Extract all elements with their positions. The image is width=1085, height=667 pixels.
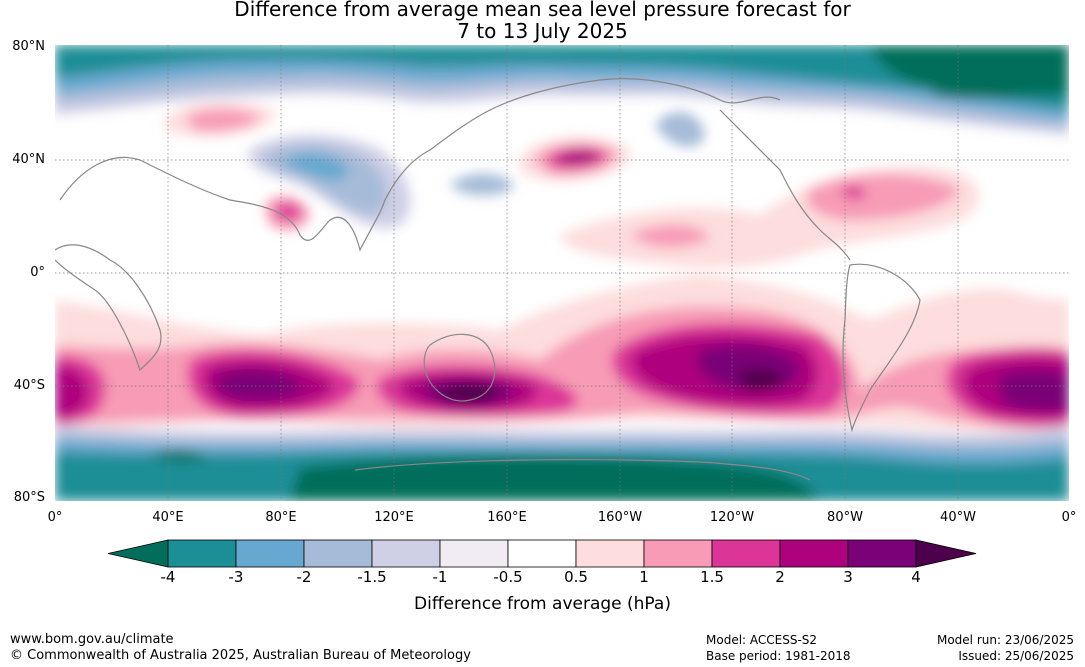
anomaly-contour-siberia-1 <box>185 108 260 132</box>
anomaly-contour-southern-band-2 <box>55 333 1069 419</box>
map-title-line-2: 7 to 13 July 2025 <box>457 19 628 43</box>
anomaly-contour-north-america-minus-4 <box>930 82 1040 99</box>
lon-label: 0° <box>47 510 63 525</box>
colorbar-tick-label: -1.5 <box>357 568 387 586</box>
anomaly-contour-arctic-minus-4 <box>870 45 1069 96</box>
colorbar-swatch <box>643 539 713 568</box>
lon-label: 40°W <box>940 510 976 525</box>
anomaly-contour-india-1-5 <box>275 203 302 221</box>
coastline-south-america <box>842 263 921 433</box>
anomaly-contour-pacific-negative <box>450 173 515 196</box>
map-title-line-1: Difference from average mean sea level p… <box>234 0 851 21</box>
lat-label: 0° <box>30 265 45 280</box>
colorbar-swatch <box>235 539 305 568</box>
anomaly-contour-gulf-of-alaska-negative <box>655 112 705 147</box>
coastline-eurasia <box>59 78 781 252</box>
colorbar-extension-low <box>107 539 169 568</box>
colorbar-tick-label: -4 <box>160 568 176 586</box>
colorbar-tick-label: 4 <box>911 568 921 586</box>
colorbar-tick-label: -2 <box>296 568 312 586</box>
anomaly-field <box>55 45 1069 501</box>
lon-label: 80°E <box>265 510 297 525</box>
anomaly-contour-arctic-minus-3 <box>55 45 1069 110</box>
colorbar-extension-high <box>915 539 977 568</box>
graticule <box>55 45 1069 501</box>
colorbar-tick-label: -3 <box>228 568 244 586</box>
lat-label: 80°N <box>12 39 45 54</box>
colorbar-swatch <box>303 539 373 568</box>
colorbar <box>107 539 977 568</box>
anomaly-contour-tropical-pacific-1 <box>630 224 710 248</box>
colorbar-tick-label: -0.5 <box>493 568 523 586</box>
colorbar-tick-label: 2 <box>775 568 785 586</box>
colorbar-swatch <box>439 539 509 568</box>
colorbar-swatch <box>711 539 781 568</box>
lon-label: 0° <box>1061 510 1077 525</box>
anomaly-contour-atlantic-1-5 <box>840 185 866 200</box>
coastline-africa <box>55 244 162 372</box>
lon-label: 40°E <box>152 510 184 525</box>
anomaly-contour-antarctic-minus-4 <box>150 450 820 501</box>
colorbar-swatch <box>167 539 237 568</box>
coastlines <box>55 78 921 481</box>
footer-model-run: Model run: 23/06/2025 <box>936 633 1074 647</box>
lon-label: 160°E <box>487 510 527 525</box>
anomaly-contour-southern-band-3 <box>216 345 1069 411</box>
lon-label: 120°W <box>709 510 755 525</box>
lon-label: 160°W <box>597 510 643 525</box>
lat-label: 40°N <box>12 152 45 167</box>
colorbar-swatch <box>779 539 849 568</box>
coastline-australia <box>423 333 496 402</box>
colorbar-tick-label: 0.5 <box>564 568 588 586</box>
lon-label: 120°E <box>374 510 414 525</box>
colorbar-swatch <box>847 539 917 568</box>
coastline-north-america <box>719 109 851 261</box>
colorbar-swatch <box>575 539 645 568</box>
colorbar-tick-label: -1 <box>432 568 448 586</box>
colorbar-tick-label: 1 <box>639 568 649 586</box>
lat-label: 80°S <box>13 490 45 505</box>
lon-label: 80°W <box>827 510 863 525</box>
footer-model: Model: ACCESS-S2 <box>706 633 818 647</box>
footer-issued: Issued: 25/06/2025 <box>958 649 1074 663</box>
colorbar-tick-label: 1.5 <box>700 568 724 586</box>
colorbar-swatch <box>507 539 577 568</box>
anomaly-contour-pacific-high-2 <box>558 150 600 165</box>
coastline-antarctica <box>354 459 811 481</box>
footer-website: www.bom.gov.au/climate <box>10 632 174 647</box>
colorbar-tick-label: 3 <box>843 568 853 586</box>
colorbar-title: Difference from average (hPa) <box>414 594 671 614</box>
colorbar-swatch <box>371 539 441 568</box>
footer-base-period: Base period: 1981-2018 <box>706 649 851 663</box>
lat-label: 40°S <box>13 378 45 393</box>
footer-copyright: © Commonwealth of Australia 2025, Austra… <box>10 648 471 663</box>
